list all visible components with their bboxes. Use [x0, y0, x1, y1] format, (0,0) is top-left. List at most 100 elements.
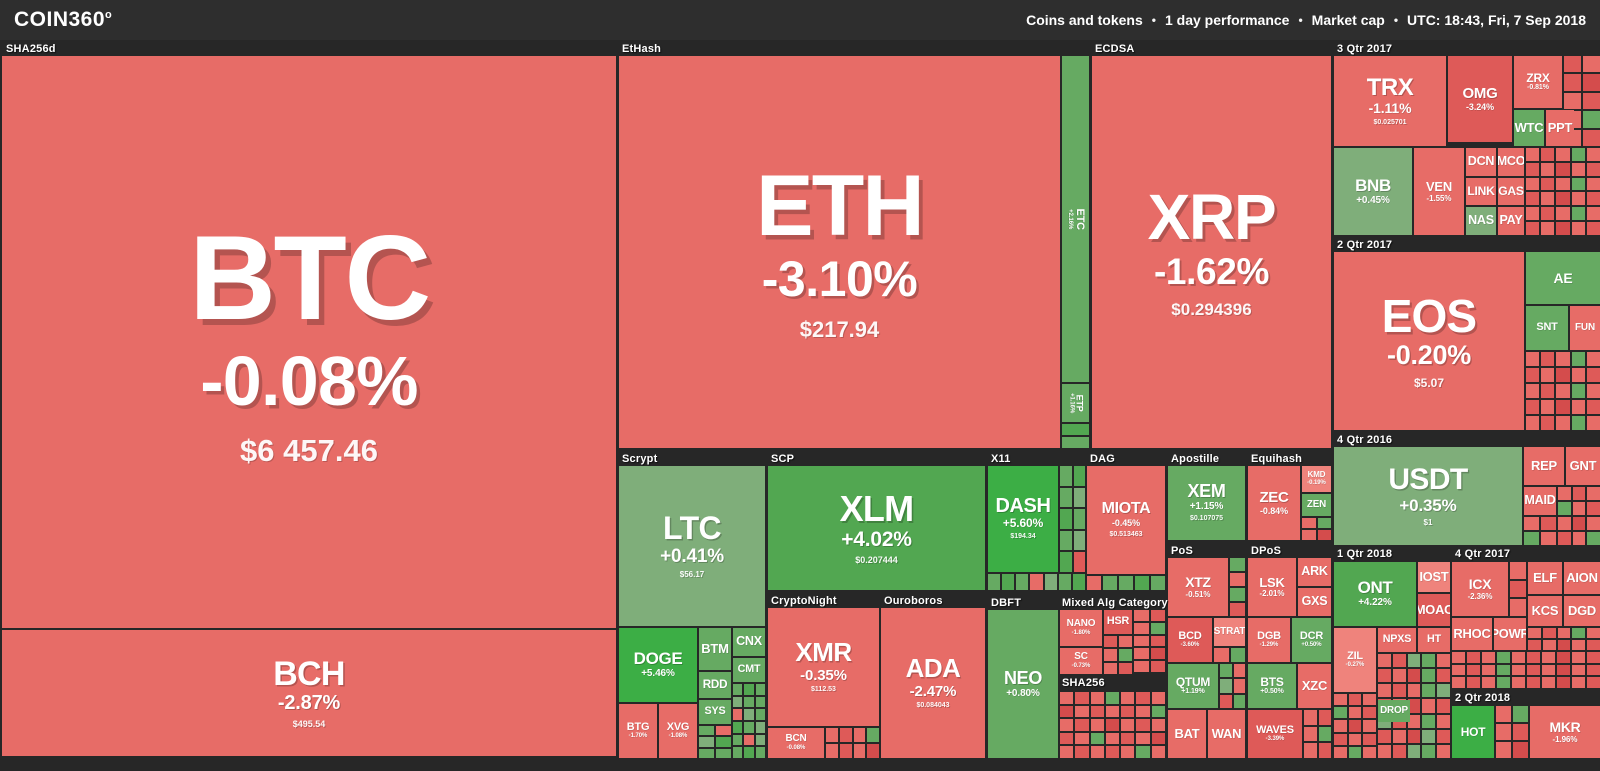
micro-tile[interactable] [1075, 692, 1089, 704]
micro-tile[interactable] [1134, 648, 1149, 660]
micro-tile[interactable] [1119, 636, 1132, 648]
micro-tile[interactable] [1121, 705, 1135, 718]
micro-tile[interactable] [1564, 56, 1581, 73]
micro-tile[interactable] [1571, 222, 1585, 235]
tile-dgb[interactable]: DGB -1.29% [1248, 618, 1290, 662]
micro-tile[interactable] [1150, 635, 1165, 647]
micro-tile[interactable] [1233, 679, 1245, 693]
micro-tile[interactable] [1075, 719, 1089, 731]
micro-tile[interactable] [1407, 744, 1421, 758]
micro-tile[interactable] [1541, 517, 1556, 530]
micro-tile[interactable] [733, 684, 743, 695]
micro-tile[interactable] [1134, 622, 1149, 634]
micro-tile[interactable] [1541, 416, 1555, 430]
tile-kcs[interactable]: KCS [1528, 596, 1562, 626]
micro-tile[interactable] [1467, 652, 1480, 663]
micro-tile[interactable] [1060, 705, 1074, 718]
tile-maid[interactable]: MAID [1524, 487, 1556, 515]
micro-tile[interactable] [1150, 648, 1165, 660]
tile-dcn[interactable]: DCN [1466, 148, 1496, 176]
micro-tile[interactable] [1437, 654, 1450, 668]
micro-tile[interactable] [1104, 636, 1117, 648]
micro-tile[interactable] [1542, 664, 1555, 676]
tile-eos[interactable]: EOS -0.20% $5.07 [1334, 252, 1524, 430]
micro-tile[interactable] [1526, 368, 1540, 382]
micro-tile[interactable] [744, 747, 754, 758]
micro-tile[interactable] [1060, 719, 1074, 731]
micro-tile[interactable] [1105, 719, 1120, 731]
tile-btc[interactable]: BTC -0.08% $6 457.46 [2, 56, 616, 628]
micro-tile[interactable] [1586, 384, 1600, 398]
micro-tile[interactable] [1586, 222, 1600, 235]
micro-tile[interactable] [1030, 574, 1043, 590]
micro-tile[interactable] [1392, 729, 1406, 743]
micro-tile[interactable] [1363, 707, 1376, 719]
micro-tile[interactable] [1571, 177, 1585, 191]
micro-tile[interactable] [733, 734, 743, 746]
micro-tile[interactable] [1452, 652, 1465, 663]
micro-tile[interactable] [1452, 677, 1465, 688]
micro-tile[interactable] [1496, 706, 1511, 722]
micro-tile[interactable] [1060, 732, 1074, 745]
micro-tile[interactable] [1556, 177, 1570, 191]
micro-tile[interactable] [1556, 148, 1570, 161]
micro-tile[interactable] [1572, 664, 1585, 676]
tile-pay[interactable]: PAY [1498, 207, 1524, 235]
micro-tile[interactable] [1437, 729, 1450, 743]
micro-tile[interactable] [733, 709, 743, 720]
micro-tile[interactable] [1348, 694, 1362, 706]
micro-tile[interactable] [1556, 222, 1570, 235]
micro-tile[interactable] [1075, 732, 1089, 745]
micro-tile[interactable] [716, 737, 731, 747]
micro-tile[interactable] [1151, 705, 1165, 718]
micro-tile[interactable] [853, 744, 866, 758]
micro-tile[interactable] [826, 744, 838, 758]
micro-tile[interactable] [1073, 509, 1085, 529]
micro-tile[interactable] [1002, 574, 1015, 590]
micro-tile[interactable] [1558, 487, 1571, 500]
micro-tile[interactable] [1572, 640, 1586, 650]
micro-tile[interactable] [1105, 746, 1120, 758]
micro-tile[interactable] [1587, 677, 1600, 688]
micro-tile[interactable] [1134, 635, 1149, 647]
tile-rep[interactable]: REP [1524, 447, 1564, 485]
micro-tile[interactable] [1557, 664, 1570, 676]
micro-tile[interactable] [1571, 352, 1585, 366]
micro-tile[interactable] [1482, 677, 1495, 688]
micro-tile[interactable] [1526, 192, 1540, 206]
micro-tile[interactable] [1437, 744, 1450, 758]
micro-tile[interactable] [839, 744, 852, 758]
tile-trx[interactable]: TRX -1.11% $0.025701 [1334, 56, 1446, 146]
micro-tile[interactable] [1513, 742, 1528, 758]
micro-tile[interactable] [1558, 517, 1571, 530]
tile-bnb[interactable]: BNB +0.45% [1334, 148, 1412, 235]
micro-tile[interactable] [755, 684, 765, 695]
micro-tile[interactable] [755, 721, 765, 733]
tile-lsk[interactable]: LSK -2.01% [1248, 558, 1296, 616]
micro-tile[interactable] [1497, 677, 1510, 688]
micro-tile[interactable] [1363, 694, 1376, 706]
tile-gxs[interactable]: GXS [1298, 588, 1331, 616]
tile-ark[interactable]: ARK [1298, 558, 1331, 586]
tile-sys[interactable]: SYS [699, 700, 731, 724]
micro-tile[interactable] [755, 696, 765, 708]
micro-tile[interactable] [1542, 652, 1555, 663]
micro-tile[interactable] [1334, 707, 1347, 719]
tile-nano[interactable]: NANO -1.80% [1060, 610, 1102, 646]
micro-tile[interactable] [1528, 628, 1541, 638]
tile-omg[interactable]: OMG -3.24% [1448, 56, 1512, 142]
micro-tile[interactable] [1062, 424, 1089, 435]
micro-tile[interactable] [1541, 207, 1555, 221]
tile-etc[interactable]: ETC +2.16% [1062, 56, 1089, 382]
micro-tile[interactable] [1062, 437, 1089, 448]
micro-tile[interactable] [1571, 207, 1585, 221]
micro-tile[interactable] [1422, 669, 1436, 683]
micro-tile[interactable] [1363, 720, 1376, 732]
micro-tile[interactable] [1073, 530, 1085, 551]
tile-gas[interactable]: GAS [1498, 178, 1524, 205]
micro-tile[interactable] [1151, 746, 1165, 758]
tile-zil[interactable]: ZIL -0.27% [1334, 628, 1376, 692]
tile-strat[interactable]: STRAT [1214, 618, 1245, 646]
micro-tile[interactable] [1090, 732, 1104, 745]
micro-tile[interactable] [1044, 574, 1057, 590]
